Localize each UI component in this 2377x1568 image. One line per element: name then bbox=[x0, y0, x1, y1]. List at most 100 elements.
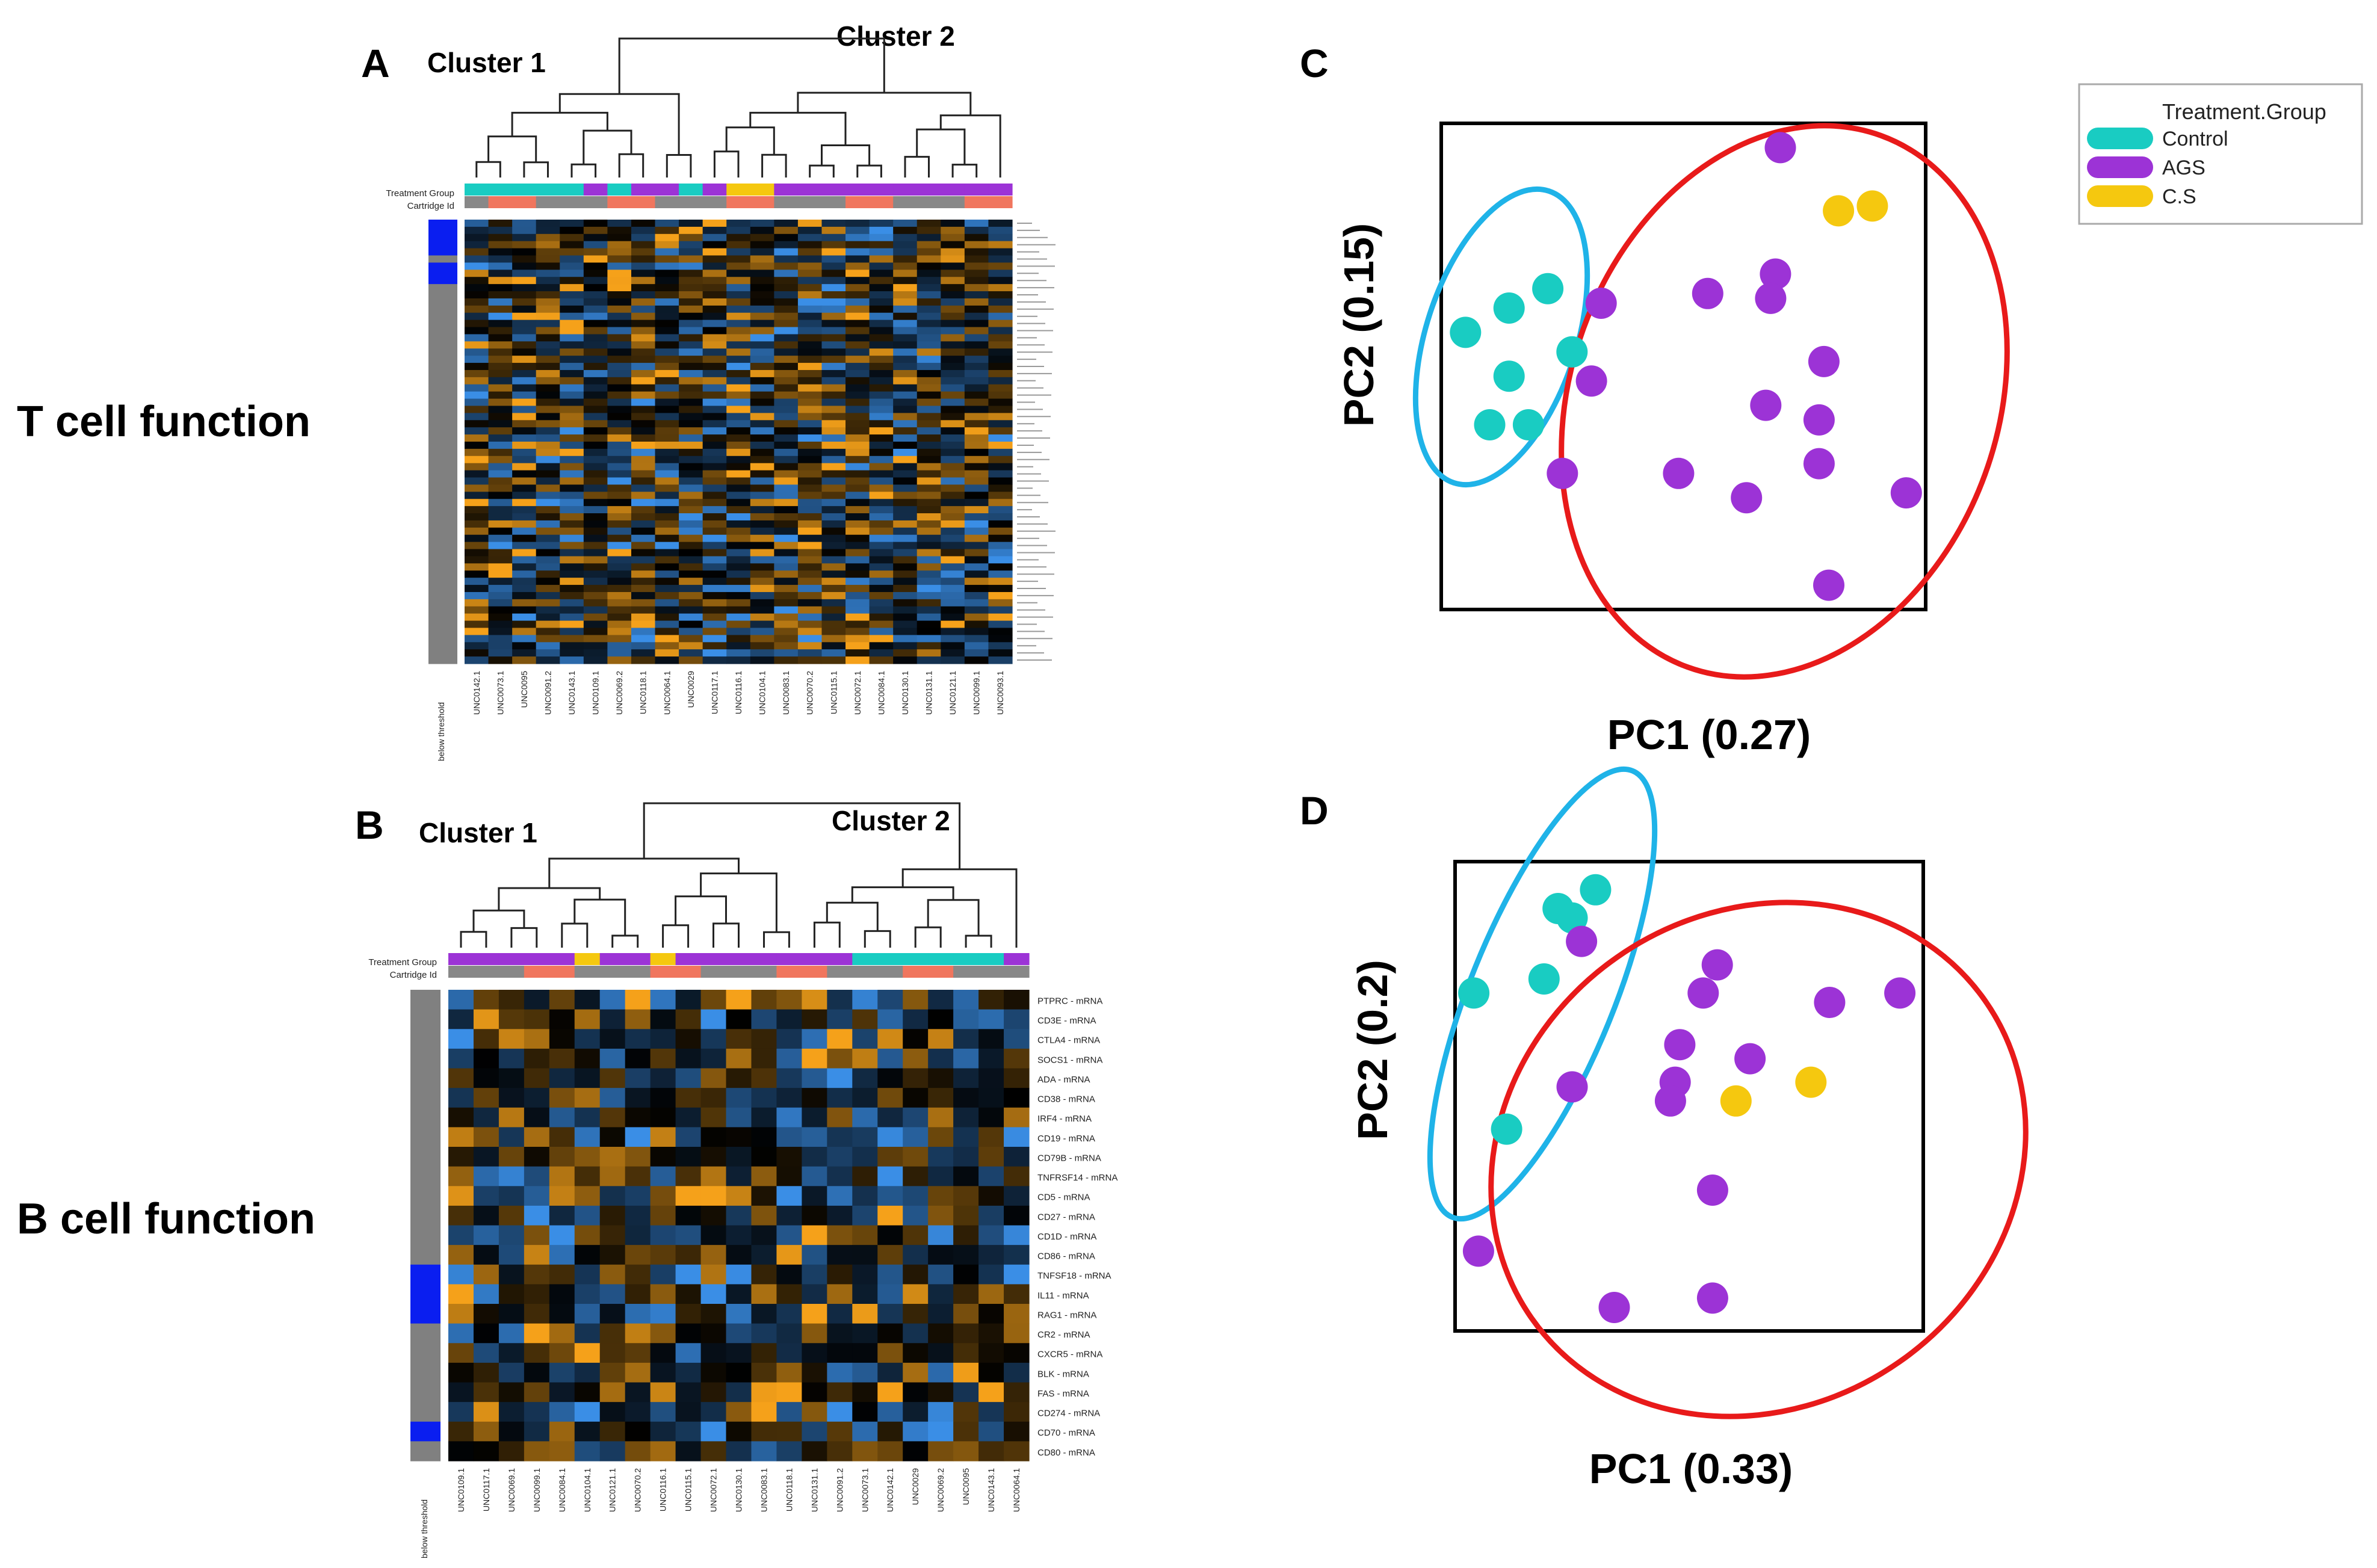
heatmap-cell bbox=[750, 319, 774, 328]
heatmap-cell bbox=[852, 1205, 878, 1226]
heatmap-cell bbox=[536, 484, 560, 492]
heatmap-cell bbox=[488, 226, 513, 235]
heatmap-cell bbox=[536, 635, 560, 643]
heatmap-cell bbox=[536, 570, 560, 578]
threshold-cell bbox=[428, 291, 457, 299]
heatmap-cell bbox=[650, 1264, 676, 1285]
heatmap-cell bbox=[607, 427, 632, 435]
heatmap-cell bbox=[560, 578, 584, 585]
heatmap-cell bbox=[488, 599, 513, 607]
heatmap-cell bbox=[574, 1323, 601, 1344]
heatmap-cell bbox=[827, 1284, 853, 1304]
heatmap-cell bbox=[774, 563, 799, 571]
heatmap-cell bbox=[869, 255, 894, 264]
point-cs bbox=[1795, 1066, 1827, 1098]
heatmap-cell bbox=[726, 1107, 752, 1128]
heatmap-cell bbox=[988, 248, 1013, 256]
heatmap-cell bbox=[750, 463, 774, 471]
heatmap-cell bbox=[821, 470, 846, 478]
heatmap-cells-a bbox=[465, 220, 1013, 664]
heatmap-cell bbox=[869, 348, 894, 356]
panel-letter-a: A bbox=[361, 41, 390, 85]
heatmap-cell bbox=[574, 1284, 601, 1304]
heatmap-cell bbox=[574, 990, 601, 1010]
heatmap-cell bbox=[702, 463, 727, 471]
heatmap-cell bbox=[916, 305, 941, 313]
heatmap-cell bbox=[751, 1029, 777, 1049]
heatmap-cell bbox=[473, 1186, 499, 1206]
heatmap-cell bbox=[549, 1382, 575, 1403]
heatmap-cell bbox=[953, 1382, 979, 1403]
heatmap-cell bbox=[488, 470, 513, 478]
threshold-cell bbox=[410, 1147, 440, 1167]
heatmap-cell bbox=[893, 413, 918, 421]
heatmap-cell bbox=[821, 241, 846, 249]
heatmap-cell bbox=[726, 1264, 752, 1285]
heatmap-cell bbox=[655, 492, 679, 499]
heatmap-cell bbox=[797, 606, 823, 614]
heatmap-cell bbox=[988, 277, 1013, 285]
heatmap-cell bbox=[988, 319, 1013, 328]
heatmap-cell bbox=[726, 1186, 752, 1206]
heatmap-cell bbox=[797, 369, 823, 378]
heatmap-cell bbox=[916, 628, 941, 635]
dendrogram-branch bbox=[662, 924, 690, 948]
heatmap-cell bbox=[679, 527, 703, 536]
heatmap-cell bbox=[473, 990, 499, 1010]
heatmap-cell bbox=[536, 334, 560, 342]
sample-label: UNC0117.1 bbox=[709, 671, 719, 714]
heatmap-cell bbox=[448, 1166, 474, 1187]
cartridge-id-cell bbox=[726, 966, 752, 978]
heatmap-cell bbox=[465, 499, 489, 507]
heatmap-cell bbox=[988, 470, 1013, 478]
heatmap-cell bbox=[821, 642, 846, 650]
heatmap-cell bbox=[797, 262, 823, 270]
point-ags bbox=[1696, 1282, 1728, 1314]
heatmap-cell bbox=[702, 570, 727, 578]
heatmap-cell bbox=[774, 635, 799, 643]
sample-label: UNC0072.1 bbox=[853, 671, 862, 715]
heatmap-cell bbox=[750, 277, 774, 285]
threshold-cell bbox=[428, 620, 457, 629]
heatmap-cell bbox=[574, 1107, 601, 1128]
heatmap-cell bbox=[655, 262, 679, 270]
heatmap-cell bbox=[679, 563, 703, 571]
heatmap-cell bbox=[774, 527, 799, 536]
heatmap-cell bbox=[702, 255, 727, 264]
heatmap-cell bbox=[797, 305, 823, 313]
threshold-cell bbox=[428, 442, 457, 449]
heatmap-a: Cluster 1 Cluster 2 Treatment Group Cart… bbox=[386, 20, 1056, 761]
heatmap-cell bbox=[560, 298, 584, 306]
heatmap-cell bbox=[964, 413, 989, 421]
heatmap-cell bbox=[473, 1048, 499, 1069]
heatmap-cell bbox=[583, 312, 608, 321]
threshold-cell bbox=[428, 356, 457, 363]
heatmap-cell bbox=[964, 613, 989, 622]
heatmap-cell bbox=[869, 563, 894, 571]
heatmap-cell bbox=[797, 455, 823, 464]
heatmap-cell bbox=[750, 334, 774, 342]
treatment-group-cell bbox=[574, 953, 601, 965]
heatmap-cell bbox=[964, 492, 989, 499]
heatmap-cell bbox=[465, 556, 489, 564]
heatmap-cell bbox=[774, 513, 799, 521]
heatmap-cell bbox=[679, 248, 703, 256]
threshold-cell bbox=[428, 606, 457, 614]
annotation-bars-b bbox=[448, 953, 1030, 978]
heatmap-cell bbox=[726, 534, 751, 543]
heatmap-cell bbox=[726, 248, 751, 256]
heatmap-cell bbox=[988, 549, 1013, 557]
threshold-cell bbox=[428, 520, 457, 528]
heatmap-cell bbox=[953, 1186, 979, 1206]
heatmap-cell bbox=[675, 1441, 702, 1462]
heatmap-cell bbox=[465, 542, 489, 550]
sample-label: UNC0142.1 bbox=[472, 671, 481, 715]
point-control bbox=[1450, 316, 1482, 348]
heatmap-cell bbox=[607, 477, 632, 486]
heatmap-cell bbox=[852, 1088, 878, 1108]
heatmap-cell bbox=[650, 1166, 676, 1187]
heatmap-cell bbox=[893, 578, 918, 585]
heatmap-cell bbox=[964, 642, 989, 650]
heatmap-cell bbox=[893, 506, 918, 514]
heatmap-cell bbox=[802, 1421, 827, 1442]
